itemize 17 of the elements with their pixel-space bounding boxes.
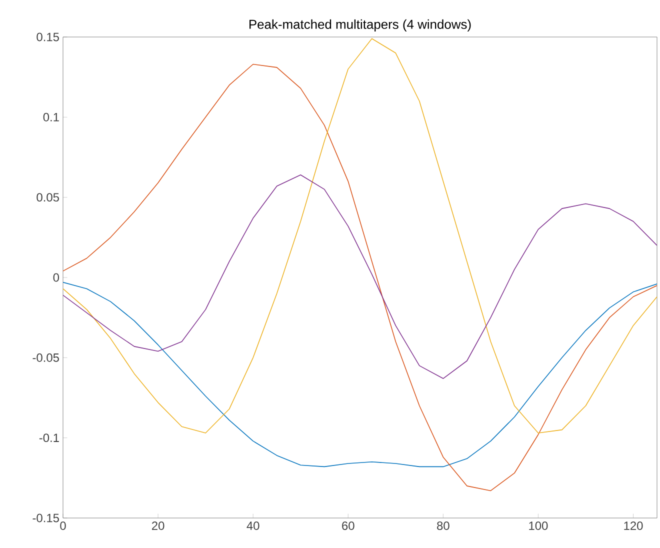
x-tick-label: 40 bbox=[246, 522, 260, 530]
y-tick-label: 0.15 bbox=[36, 32, 59, 42]
chart-title: Peak-matched multitapers (4 windows) bbox=[249, 19, 471, 32]
line-series bbox=[63, 38, 658, 434]
x-tick-label: 0 bbox=[60, 522, 66, 530]
y-tick-label: -0.15 bbox=[32, 514, 59, 522]
y-tick-label: 0.05 bbox=[36, 193, 59, 202]
x-tick-label: 100 bbox=[529, 522, 548, 530]
x-tick-label: 120 bbox=[624, 522, 643, 530]
x-tick-label: 20 bbox=[152, 522, 164, 530]
x-tick-label: 80 bbox=[437, 522, 450, 530]
y-tick-label: 0.1 bbox=[43, 112, 59, 122]
y-tick-label: -0.1 bbox=[39, 434, 59, 442]
x-tick-label: 60 bbox=[342, 522, 354, 530]
y-tick-label: -0.05 bbox=[32, 353, 59, 362]
y-tick-label: 0 bbox=[53, 273, 60, 282]
line-series bbox=[63, 282, 658, 468]
